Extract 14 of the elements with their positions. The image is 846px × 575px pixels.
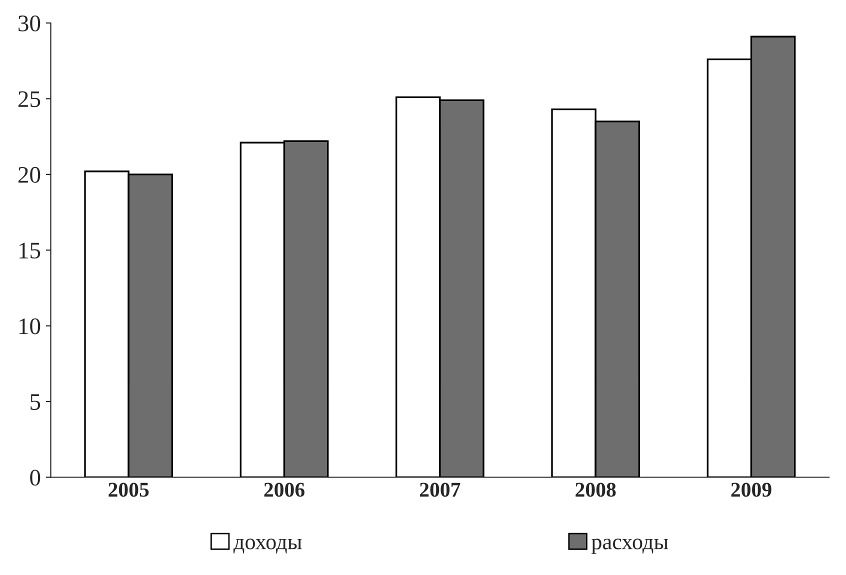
y-tick-label: 5 — [30, 394, 40, 410]
x-tick-label: 2008 — [576, 482, 616, 497]
x-tick-label: 2006 — [264, 482, 304, 497]
y-tick-label: 30 — [18, 15, 40, 32]
y-tick-label: 15 — [20, 242, 40, 259]
x-tick-label: 2005 — [108, 482, 149, 497]
y-tick-label: 0 — [30, 470, 40, 486]
y-tick-label: 10 — [20, 318, 40, 334]
legend-label: расходы — [591, 538, 668, 554]
y-tick-label: 20 — [18, 166, 40, 183]
x-tick-label: 2007 — [420, 482, 460, 497]
y-tick-label: 25 — [18, 91, 40, 108]
x-tick-label: 2009 — [731, 482, 772, 497]
legend-label: доходы — [233, 538, 302, 554]
